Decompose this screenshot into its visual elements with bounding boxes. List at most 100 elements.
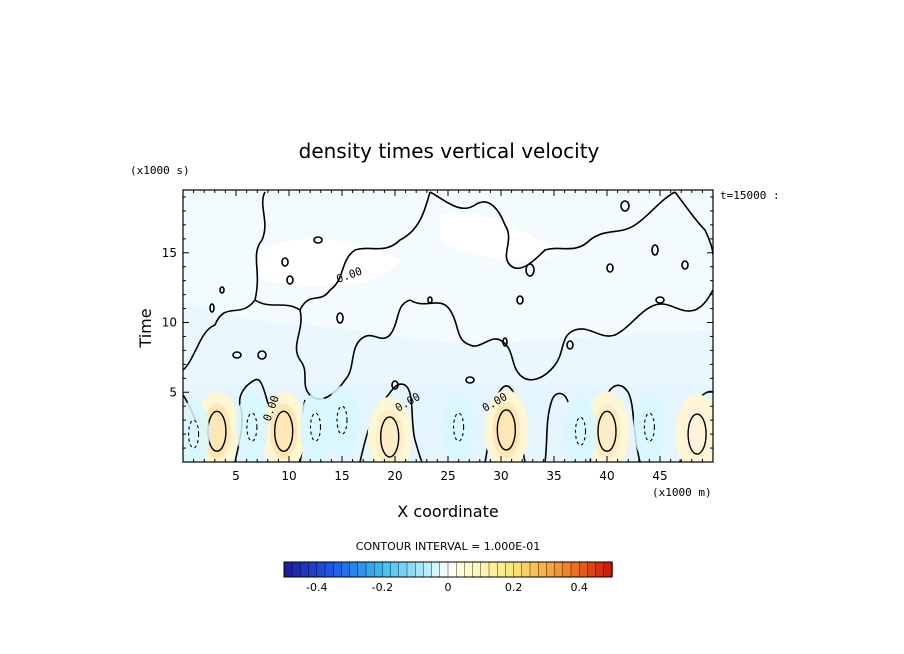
colorbar-segment-29 — [521, 561, 531, 578]
colorbar: -0.4 -0.2 0 0.2 0.4 — [283, 561, 613, 594]
colorbar-segment-33 — [554, 561, 564, 578]
colorbar-segment-17 — [423, 561, 433, 578]
negative-contour-5 — [574, 416, 587, 446]
colorbar-segment-0 — [283, 561, 293, 578]
y-axis-label: Time — [136, 308, 155, 348]
contour-blob-16 — [566, 340, 574, 350]
colorbar-segment-39 — [603, 561, 613, 578]
colorbar-segment-37 — [587, 561, 597, 578]
colorbar-segment-7 — [341, 561, 351, 578]
contour-interval-text: CONTOUR INTERVAL = 1.000E-01 — [356, 540, 540, 553]
colorbar-segment-28 — [513, 561, 523, 578]
contour-blob-17 — [336, 312, 344, 324]
colorbar-segment-14 — [398, 561, 408, 578]
colorbar-tick-label-4: 0.4 — [570, 581, 588, 594]
contour-blob-15 — [391, 380, 399, 390]
colorbar-segment-26 — [497, 561, 507, 578]
colorbar-segment-16 — [415, 561, 425, 578]
negative-cell-6 — [633, 393, 666, 462]
y-tick-label-0: 5 — [169, 385, 177, 399]
colorbar-frame — [283, 561, 613, 578]
colorbar-segment-4 — [316, 561, 326, 578]
colorbar-segment-25 — [488, 561, 498, 578]
colorbar-segment-10 — [365, 561, 375, 578]
colorbar-segment-18 — [431, 561, 441, 578]
contour-blob-13 — [655, 296, 665, 304]
contour-blob-9 — [681, 260, 689, 270]
x-tick-label-0: 5 — [232, 469, 240, 483]
colorbar-tick-label-0: -0.4 — [306, 581, 327, 594]
colorbar-segment-13 — [390, 561, 400, 578]
x-tick-label-1: 10 — [281, 469, 296, 483]
y-axis: 5 10 15 — [162, 196, 713, 449]
contour-blob-3 — [281, 257, 289, 267]
negative-cell-2 — [299, 393, 332, 462]
contour-blob-2 — [313, 236, 323, 244]
contour-blob-14 — [465, 376, 475, 384]
negative-cell-3 — [326, 386, 358, 455]
contour-blob-6 — [219, 286, 225, 294]
negative-contour-2 — [309, 412, 322, 442]
colorbar-segment-20 — [447, 561, 457, 578]
negative-contour-4 — [453, 412, 465, 442]
negative-cell-4 — [442, 393, 475, 462]
colorbar-segment-1 — [292, 561, 302, 578]
contour-zero-2 — [254, 191, 431, 312]
positive-contour-1 — [274, 410, 294, 453]
contour-zero-6 — [409, 289, 713, 381]
contour-blob-10 — [525, 263, 535, 277]
contour-blob-18 — [502, 337, 508, 347]
y-tick-label-2: 15 — [162, 246, 177, 260]
x-tick-label-2: 15 — [334, 469, 349, 483]
positive-contour-2 — [380, 416, 400, 458]
contour-blob-8 — [651, 244, 659, 256]
colorbar-segment-15 — [406, 561, 416, 578]
colorbar-segment-21 — [456, 561, 466, 578]
negative-contour-6 — [643, 412, 655, 442]
white-patch-1 — [260, 239, 400, 286]
colorbar-segment-3 — [308, 561, 318, 578]
x-tick-label-8: 45 — [652, 469, 667, 483]
colorbar-tick-label-2: 0 — [445, 581, 452, 594]
colorbar-segment-27 — [505, 561, 515, 578]
extrema-contours — [183, 386, 713, 462]
contour-blob-11 — [516, 295, 524, 305]
contour-zero-5 — [295, 299, 411, 400]
colorbar-tick-label-3: 0.2 — [505, 581, 523, 594]
colorbar-segment-24 — [480, 561, 490, 578]
colorbar-segment-36 — [579, 561, 589, 578]
colorbar-tick-label-1: -0.2 — [372, 581, 393, 594]
white-patch-2 — [440, 212, 560, 261]
positive-contour-4 — [597, 410, 617, 453]
chart-title: density times vertical velocity — [299, 139, 600, 163]
negative-cell-1 — [235, 393, 268, 462]
x-tick-label-7: 40 — [599, 469, 614, 483]
colorbar-segment-35 — [570, 561, 580, 578]
x-tick-label-3: 20 — [387, 469, 402, 483]
plot-area: 0.00 0.00 0.00 0.00 — [183, 190, 713, 462]
colorbar-segment-11 — [374, 561, 384, 578]
positive-contour-5 — [687, 413, 707, 455]
contour-zero-4 — [674, 191, 713, 256]
contour-blob-12 — [427, 296, 433, 304]
negative-contour-1 — [246, 412, 258, 442]
x-axis: 5 10 15 20 25 30 35 40 45 — [193, 190, 703, 483]
colorbar-segment-6 — [333, 561, 343, 578]
colorbar-segment-8 — [349, 561, 359, 578]
colorbar-segment-19 — [439, 561, 449, 578]
x-tick-label-6: 35 — [546, 469, 561, 483]
colorbar-segment-34 — [562, 561, 572, 578]
colorbar-segment-38 — [595, 561, 605, 578]
positive-contour-3 — [496, 409, 516, 451]
negative-cell-5 — [564, 397, 597, 462]
negative-cell-0 — [183, 400, 210, 462]
contour-blob-1 — [620, 200, 630, 212]
colorbar-segment-32 — [546, 561, 556, 578]
contour-blob-4 — [286, 275, 294, 285]
colorbar-segment-30 — [529, 561, 539, 578]
y-tick-label-1: 10 — [162, 316, 177, 330]
contour-blob-7 — [232, 351, 242, 359]
x-tick-label-5: 30 — [493, 469, 508, 483]
time-stamp: t=15000 : — [720, 189, 780, 202]
